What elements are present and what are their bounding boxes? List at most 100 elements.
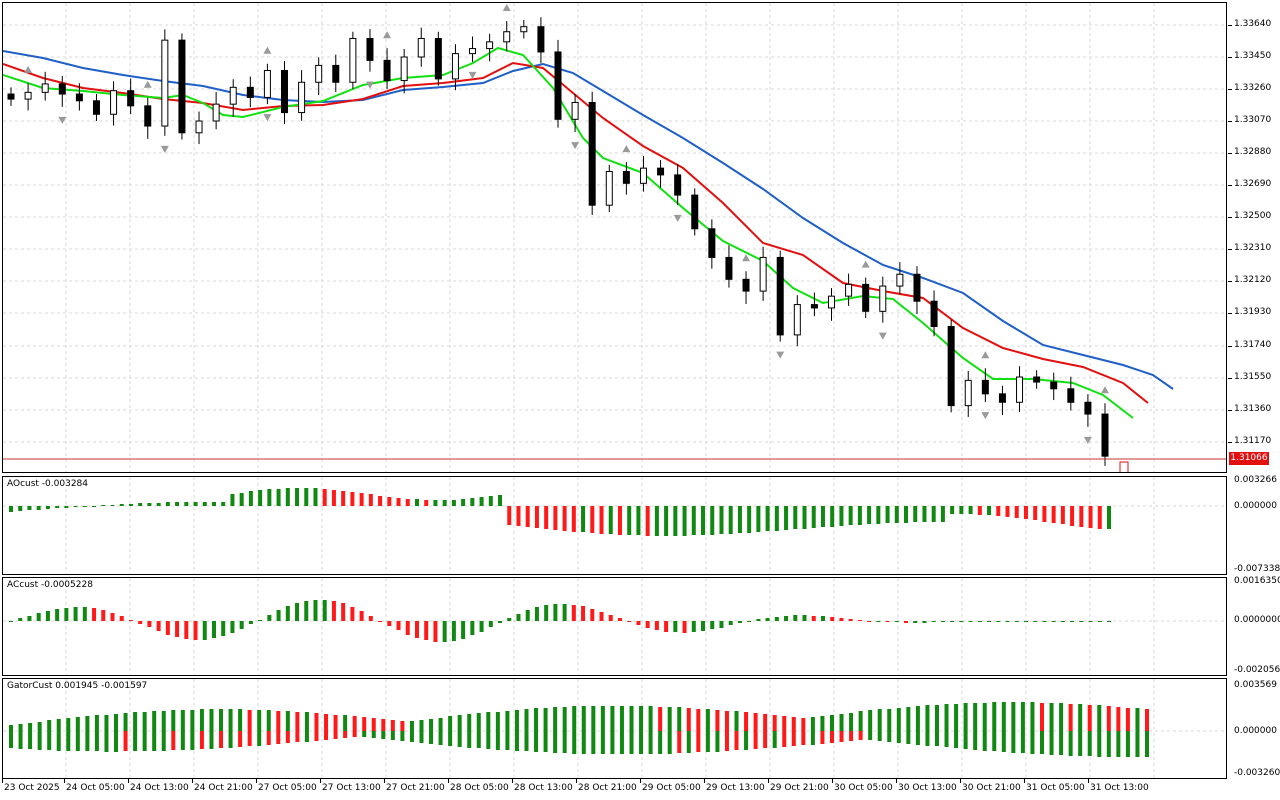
ao-bar-up <box>922 506 927 522</box>
ac-bar-down <box>387 621 392 626</box>
gator-upper-bar <box>982 703 987 731</box>
ac-bar-down <box>590 609 595 621</box>
gator-upper-bar <box>954 704 959 731</box>
current-price-tag: 1.31066 <box>1229 452 1269 465</box>
ao-bar-up <box>820 506 825 527</box>
price-axis-label: 1.32120 <box>1234 275 1272 285</box>
ac-bar-down <box>350 607 355 621</box>
ao-bar-down <box>645 506 650 536</box>
candle-bearish <box>862 283 870 312</box>
ao-bar-up <box>175 502 180 506</box>
time-axis-label: 23 Oct 2025 <box>4 783 60 793</box>
ac-bar-up <box>507 618 512 621</box>
gator-upper-bar <box>772 715 777 731</box>
gator-upper-bar <box>877 709 882 731</box>
ao-bar-up <box>940 506 945 522</box>
ao-bar-up <box>811 506 816 528</box>
ao-bar-up <box>276 489 281 506</box>
time-axis-tick <box>576 779 577 783</box>
ac-bar-up <box>1051 621 1056 622</box>
gator-lower-bar <box>562 731 567 753</box>
candle-bearish <box>810 304 818 309</box>
candle-bullish <box>315 64 323 83</box>
gator-lower-bar <box>810 731 815 745</box>
gator-lower-bar <box>619 731 624 754</box>
gator-lower-bar <box>1068 731 1073 756</box>
ac-bar-up <box>27 616 32 621</box>
ac-bar-up <box>1107 621 1111 622</box>
ao-bar-up <box>479 497 484 506</box>
gator-upper-bar <box>686 708 691 731</box>
gator-upper-bar <box>47 720 52 731</box>
ac-bar-down <box>627 621 632 622</box>
ao-bar-up <box>267 489 272 506</box>
candle-bearish <box>725 256 733 280</box>
gator-upper-bar <box>572 706 577 731</box>
gator-lower-bar <box>28 731 33 749</box>
ac-bar-up <box>18 618 23 621</box>
gator-upper-bar <box>467 714 472 731</box>
gator-upper-bar <box>390 720 395 731</box>
gator-lower-bar <box>486 731 491 749</box>
ao-bar-down <box>590 506 595 533</box>
gator-upper-bar <box>18 724 23 731</box>
gator-upper-bar <box>285 711 290 731</box>
ao-bar-up <box>876 506 881 524</box>
time-axis-label: 28 Oct 13:00 <box>514 783 573 793</box>
gator-indicator-pane[interactable]: GatorCust 0.001945 -0.001597 <box>2 678 1227 779</box>
ao-bar-up <box>295 488 300 506</box>
ao-bar-up <box>784 506 789 530</box>
gator-upper-bar <box>324 714 329 731</box>
ac-bar-up <box>304 601 309 621</box>
fractal-up-marker <box>143 80 152 88</box>
ac-bar-up <box>931 621 936 622</box>
ac-bar-down <box>165 621 170 635</box>
candle-bullish <box>195 120 203 134</box>
ao-bar-up <box>848 506 853 525</box>
time-axis-label: 27 Oct 13:00 <box>322 783 381 793</box>
gator-upper-bar <box>9 725 13 731</box>
ac-bar-down <box>341 603 346 621</box>
gator-lower-bar <box>915 731 920 745</box>
fractal-down-marker <box>571 142 580 150</box>
gator-lower-bar <box>982 731 987 751</box>
gator-upper-bar <box>1001 702 1006 731</box>
ao-bar-up <box>184 502 189 506</box>
ao-bar-up <box>627 506 632 535</box>
fractal-down-marker <box>776 351 785 359</box>
ac-bar-up <box>470 621 475 635</box>
candle-bearish <box>366 37 374 61</box>
candle-bullish <box>24 91 32 100</box>
candle-bearish <box>674 174 682 196</box>
time-axis-tick <box>64 779 65 783</box>
ac-bar-up <box>248 621 253 624</box>
gator-lower-bar <box>534 731 539 752</box>
ac-bar-up <box>894 621 899 622</box>
gator-upper-bar <box>810 717 815 731</box>
candle-bearish <box>246 86 254 98</box>
ac-bar-up <box>285 606 290 621</box>
gator-lower-bar <box>829 731 834 743</box>
price-axis-label: 1.32690 <box>1234 179 1272 189</box>
ao-bar-up <box>9 506 13 512</box>
gator-upper-bar <box>219 709 224 731</box>
ao-bar-up <box>73 506 78 507</box>
gator-upper-bar <box>600 706 605 731</box>
ao-indicator-pane[interactable]: AOcust -0.003284 <box>2 476 1227 575</box>
gator-lower-bar <box>820 731 825 744</box>
gator-upper-bar <box>1020 702 1025 731</box>
candle-bearish <box>554 51 562 120</box>
gator-upper-bar <box>963 703 968 731</box>
ac-indicator-pane[interactable]: ACcust -0.0005228 <box>2 577 1227 676</box>
gator-upper-bar <box>85 716 90 731</box>
ao-bar-down <box>516 506 521 526</box>
gator-upper-bar <box>973 703 978 731</box>
ao-bar-down <box>405 499 410 506</box>
gator-lower-bar <box>257 731 262 746</box>
ao-bar-up <box>857 506 862 525</box>
time-axis-tick <box>256 779 257 783</box>
ac-bar-down <box>424 621 429 640</box>
price-chart-pane[interactable] <box>2 2 1227 473</box>
price-axis-tick <box>1228 313 1232 314</box>
gator-lower-bar <box>610 731 615 754</box>
